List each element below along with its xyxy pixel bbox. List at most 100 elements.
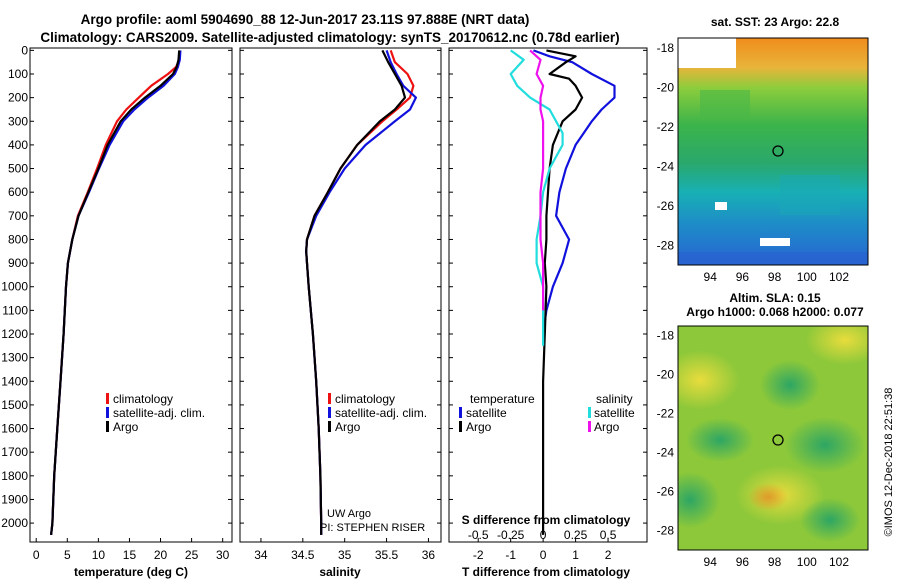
- legend-sal-satellite: satellite-adj. clim.: [335, 406, 427, 420]
- sla-argo-location: [772, 434, 784, 446]
- sla-map: [678, 326, 868, 550]
- sst-south-band: [678, 252, 868, 265]
- legend-diff-s-satellite: satellite: [594, 406, 635, 420]
- depth-tick-label: 300: [8, 114, 28, 128]
- salinity-x-tick: 36: [422, 548, 436, 562]
- sst-map-frame: [677, 37, 869, 266]
- legend-temp-climatology: climatology: [113, 392, 173, 406]
- depth-tick-label: 1200: [1, 327, 28, 341]
- map-lat-tick: -24: [657, 159, 675, 173]
- temperature-x-tick: 0: [33, 548, 40, 562]
- sla-map-title2: Argo h1000: 0.068 h2000: 0.077: [686, 305, 864, 319]
- depth-tick-label: 700: [8, 209, 28, 223]
- difference-plot-frame: [448, 47, 648, 543]
- legend-diff-s-argo: Argo: [594, 420, 620, 434]
- depth-tick-label: 2000: [1, 516, 28, 530]
- legend-sal-argo: Argo: [335, 420, 361, 434]
- sla-yellow-2: [805, 326, 868, 365]
- map-lat-tick: -28: [657, 524, 675, 538]
- sla-lat-ticks: -18 -20 -22 -24 -26 -28: [657, 329, 675, 538]
- line-argo: [305, 49, 407, 535]
- legend-swatch-argo: [106, 421, 109, 432]
- sst-gap: [715, 202, 727, 210]
- map-lat-tick: -20: [657, 368, 675, 382]
- temperature-x-label: temperature (deg C): [74, 565, 188, 579]
- depth-axis-labels: 0 100 200 300 400 500 600 700 800 900 1000 1100 1200…: [1, 43, 28, 530]
- difference-s-tick: -0.25: [497, 528, 525, 542]
- sst-lat-ticks: -18 -20 -22 -24 -26 -28: [657, 41, 675, 252]
- salinity-legend: climatology satellite-adj. clim. Argo UW…: [320, 392, 427, 534]
- sla-green-3: [785, 417, 865, 473]
- legend-temp-argo: Argo: [113, 420, 139, 434]
- difference-s-tick: 0.25: [564, 528, 588, 542]
- temperature-x-tick: 10: [92, 548, 106, 562]
- temperature-x-tick: 15: [123, 548, 137, 562]
- depth-tick-label: 1500: [1, 398, 28, 412]
- sla-orange: [748, 483, 788, 511]
- sst-patch: [700, 90, 750, 120]
- s-difference-label: S difference from climatology: [462, 513, 631, 527]
- difference-x-tick: 2: [605, 548, 612, 562]
- legend-swatch-diff-t-sat: [459, 407, 462, 418]
- map-lat-tick: -28: [657, 238, 675, 252]
- map-lon-tick: 102: [829, 555, 849, 569]
- map-lon-tick: 94: [704, 270, 718, 284]
- difference-x-tick: -2: [473, 548, 484, 562]
- map-lat-tick: -24: [657, 446, 675, 460]
- sla-map-title1: Altim. SLA: 0.15: [729, 291, 821, 305]
- sla-green-4: [678, 472, 720, 528]
- depth-tick-label: 1900: [1, 492, 28, 506]
- sla-green-2: [686, 418, 754, 462]
- salinity-x-tick: 34: [254, 548, 268, 562]
- map-lon-tick: 98: [768, 555, 782, 569]
- depth-tick-label: 900: [8, 256, 28, 270]
- map-lat-tick: -22: [657, 120, 675, 134]
- legend-sal-climatology: climatology: [335, 392, 395, 406]
- figure-title-line2: Climatology: CARS2009. Satellite-adjuste…: [40, 30, 619, 45]
- map-lat-tick: -22: [657, 407, 675, 421]
- credit-pi: PI: STEPHEN RISER: [320, 522, 425, 534]
- temperature-x-tick: 30: [216, 548, 230, 562]
- legend-diff-t-satellite: satellite: [466, 406, 507, 420]
- line-salinity-argo: [529, 49, 545, 311]
- depth-tick-label: 0: [21, 43, 28, 57]
- legend-swatch-sal-argo: [328, 421, 331, 432]
- temperature-x-ticks: 0 5 10 15 20 25 30: [33, 538, 230, 562]
- map-lon-tick: 100: [797, 555, 817, 569]
- line-argo: [50, 50, 181, 536]
- line-satellite-adj-clim-: [305, 50, 417, 535]
- axis-ticks: [30, 49, 647, 524]
- depth-tick-label: 100: [8, 67, 28, 81]
- sla-green-1: [760, 360, 820, 410]
- sla-lon-ticks: 94 96 98 100 102: [704, 555, 850, 569]
- sst-gap-2: [760, 238, 790, 246]
- legend-diff-t-argo: Argo: [466, 420, 492, 434]
- t-difference-label: T difference from climatology: [462, 565, 630, 579]
- depth-tick-label: 1000: [1, 280, 28, 294]
- depth-tick-label: 500: [8, 162, 28, 176]
- depth-tick-label: 800: [8, 232, 28, 246]
- legend-diff-sal-header: salinity: [596, 392, 633, 406]
- difference-x-tick: 1: [572, 548, 579, 562]
- legend-swatch-diff-s-sat: [588, 407, 591, 418]
- sst-lon-ticks: 94 96 98 100 102: [704, 270, 850, 284]
- legend-diff-temp-header: temperature: [470, 392, 535, 406]
- difference-s-tick: -0.5: [468, 528, 489, 542]
- credit-uw-argo: UW Argo: [327, 508, 371, 520]
- difference-s-tick: 0: [540, 528, 547, 542]
- difference-x-tick: 0: [540, 548, 547, 562]
- difference-legend: temperature salinity satellite Argo sate…: [459, 392, 635, 434]
- map-lon-tick: 100: [797, 270, 817, 284]
- difference-x-ticks: -2 -1 0 1 2: [473, 538, 612, 562]
- map-lon-tick: 102: [829, 270, 849, 284]
- map-lon-tick: 94: [704, 555, 718, 569]
- temperature-plot-frame: [29, 47, 233, 543]
- depth-tick-label: 1400: [1, 374, 28, 388]
- salinity-x-tick: 35.5: [375, 548, 399, 562]
- sst-argo-location: [772, 145, 784, 157]
- salinity-x-label: salinity: [319, 565, 361, 579]
- line-climatology: [50, 50, 181, 536]
- figure-title-line1: Argo profile: aoml 5904690_88 12-Jun-201…: [81, 12, 530, 27]
- line-salinity-satellite: [509, 49, 564, 346]
- sst-land-mask: [678, 38, 736, 68]
